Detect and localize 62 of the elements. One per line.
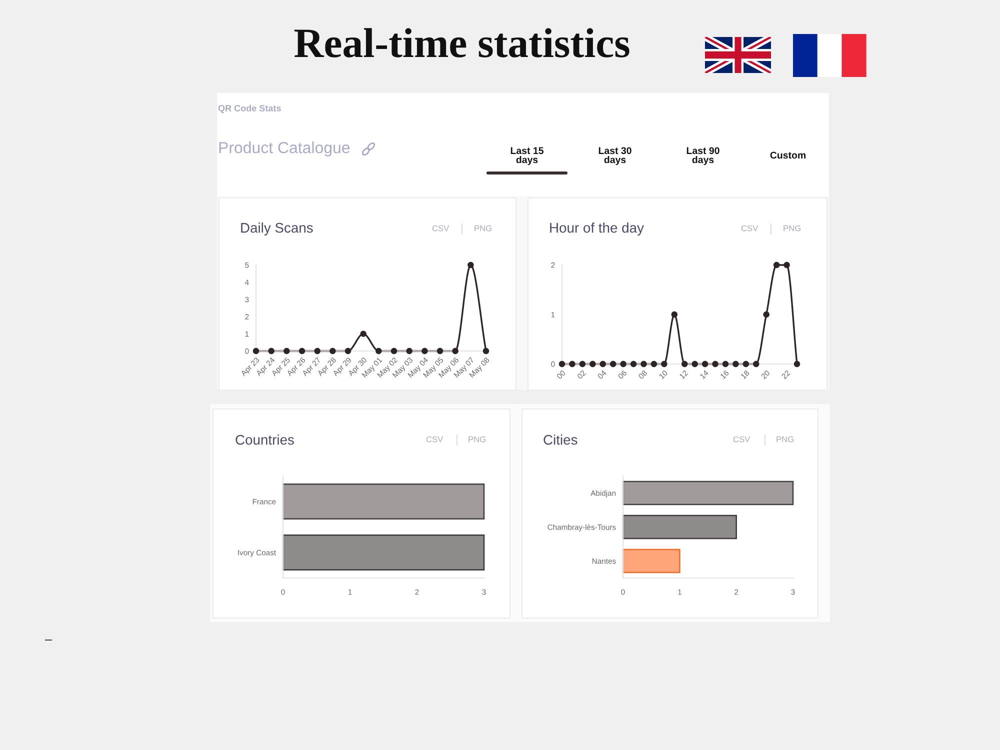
point [268, 348, 274, 354]
point [298, 348, 306, 354]
chart-title: Daily Scans [241, 222, 313, 236]
chart-title: Countries [236, 434, 294, 445]
point [468, 262, 474, 268]
point [794, 360, 800, 368]
bar [622, 548, 680, 574]
point [630, 360, 637, 368]
bar [622, 480, 794, 506]
chart-title: Cities [544, 434, 578, 445]
point [284, 348, 290, 354]
bar [622, 514, 737, 540]
point [422, 348, 428, 354]
text: Last 15 days [510, 147, 544, 166]
point [702, 360, 708, 368]
point [732, 360, 739, 368]
point [671, 311, 678, 318]
text: CSV [432, 225, 450, 232]
text: CSV [426, 436, 444, 442]
text: PNG [784, 225, 800, 232]
point [640, 360, 647, 368]
text: Last 90 days [686, 147, 720, 166]
point [661, 360, 668, 368]
text: Real-time statistics [294, 28, 630, 58]
point [650, 360, 658, 368]
point [579, 360, 586, 368]
point [390, 348, 398, 354]
point [360, 330, 366, 337]
point [406, 348, 412, 354]
point [376, 348, 382, 354]
point [600, 360, 606, 368]
point [482, 348, 490, 354]
point [784, 262, 790, 268]
point [569, 360, 576, 368]
point [722, 360, 729, 368]
point [753, 360, 760, 368]
point [314, 348, 320, 354]
text: QR Code Stats [218, 104, 281, 114]
text: PNG [474, 225, 492, 232]
chart-title: Hour of the day [550, 222, 644, 236]
point [252, 348, 260, 354]
text: CSV [733, 436, 750, 442]
text: PNG [776, 436, 794, 442]
text: Custom [770, 152, 806, 159]
point [742, 360, 750, 368]
point [620, 360, 626, 368]
point [773, 262, 780, 268]
point [590, 360, 596, 368]
point [344, 348, 352, 354]
point [763, 311, 770, 318]
point [692, 360, 698, 368]
point [452, 348, 458, 354]
text: PNG [468, 436, 486, 442]
point [712, 360, 718, 368]
text: Product Catalogue [219, 142, 350, 156]
point [436, 348, 444, 354]
point [682, 360, 688, 368]
point [610, 360, 616, 368]
point [330, 348, 336, 354]
text: CSV [741, 225, 758, 232]
point [558, 360, 566, 368]
text: Last 30 days [598, 147, 632, 166]
